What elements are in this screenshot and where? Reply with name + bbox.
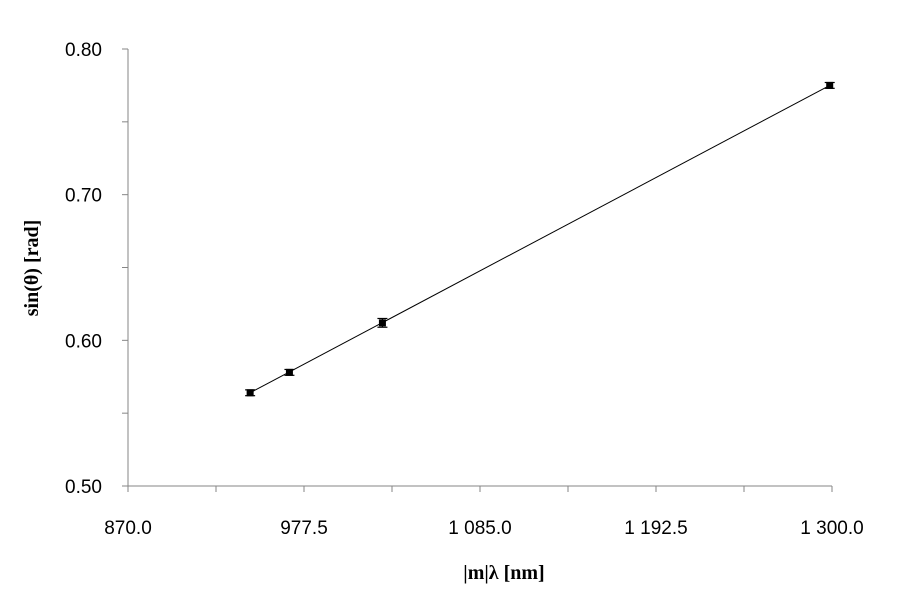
data-point <box>826 81 834 89</box>
y-axis-title: sin(θ) [rad] <box>21 220 43 317</box>
y-tick-label: 0.50 <box>65 477 102 498</box>
x-tick-label: 1 300.0 <box>800 518 863 539</box>
x-tick-label: 1 085.0 <box>448 518 511 539</box>
trendline <box>249 84 830 394</box>
y-tick-label: 0.70 <box>65 186 102 207</box>
x-tick-label: 870.0 <box>104 518 152 539</box>
x-tick-label: 977.5 <box>280 518 328 539</box>
data-point <box>246 389 254 397</box>
plot-area: 0.50 0.60 0.70 0.80 870.0 977.5 1 085.0 1 192.5… <box>65 40 864 539</box>
y-tick-label: 0.80 <box>65 40 102 61</box>
x-tick-label: 1 192.5 <box>624 518 687 539</box>
y-tick-label: 0.60 <box>65 331 102 352</box>
data-point <box>285 368 293 376</box>
x-axis-title: |m|λ [nm] <box>463 562 544 584</box>
data-point <box>378 319 386 327</box>
